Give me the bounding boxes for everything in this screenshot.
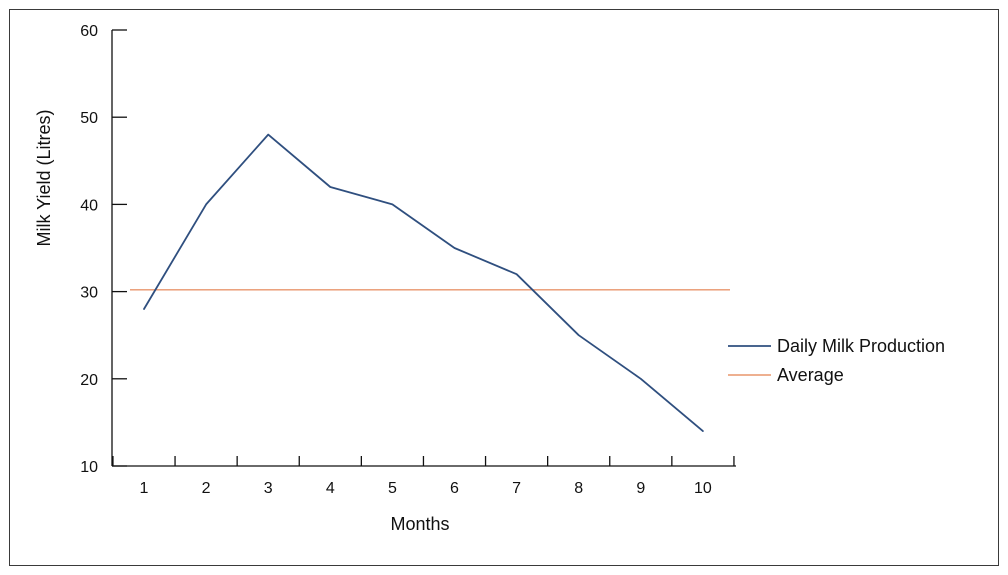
data-point (638, 376, 643, 381)
tick-labels: 10 20 30 40 50 60 1 2 3 4 5 6 7 8 9 10 (80, 23, 712, 497)
y-tick-label: 30 (80, 285, 98, 302)
x-tick-label: 4 (326, 480, 335, 497)
y-tick-label: 50 (80, 110, 98, 127)
x-tick-label: 5 (388, 480, 397, 497)
x-tick-label: 2 (202, 480, 211, 497)
series-line-daily-milk-production (143, 133, 704, 433)
data-point (328, 184, 333, 189)
legend-label: Average (777, 365, 844, 385)
data-point (390, 202, 395, 207)
data-point (204, 202, 209, 207)
legend-label: Daily Milk Production (777, 336, 945, 356)
y-tick-label: 60 (80, 23, 98, 40)
y-tick-label: 40 (80, 197, 98, 214)
y-axis-title: Milk Yield (Litres) (34, 109, 54, 246)
series-lines (142, 132, 705, 434)
data-point (576, 333, 581, 338)
x-tick-label: 3 (264, 480, 273, 497)
y-tick-label: 10 (80, 459, 98, 476)
data-point (452, 246, 457, 251)
data-point (514, 272, 519, 277)
x-tick-label: 9 (636, 480, 645, 497)
x-tick-label: 8 (574, 480, 583, 497)
x-tick-label: 10 (694, 480, 712, 497)
x-tick-label: 6 (450, 480, 459, 497)
data-point (700, 429, 705, 434)
axes (111, 29, 736, 467)
chart-frame (9, 9, 999, 566)
data-point (266, 132, 271, 137)
x-axis-title: Months (390, 514, 449, 534)
legend: Daily Milk Production Average (728, 336, 945, 385)
x-tick-label: 7 (512, 480, 521, 497)
data-point (142, 307, 147, 312)
x-tick-label: 1 (140, 480, 149, 497)
y-tick-label: 20 (80, 372, 98, 389)
